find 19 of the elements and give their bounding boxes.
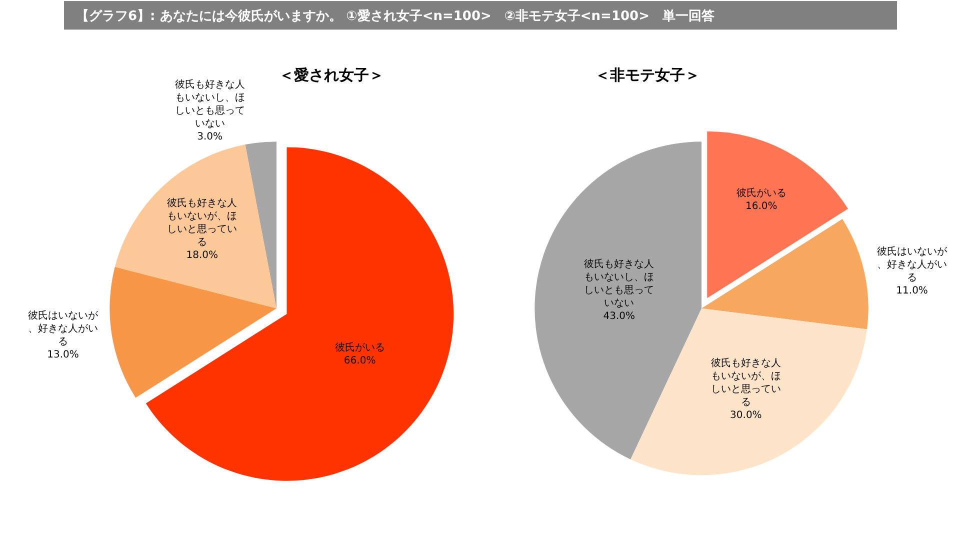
data-label: 43.0% (603, 310, 635, 322)
slice-label: 彼氏はいないが、好きな人がいる (877, 245, 948, 284)
slice-label: 彼氏はいないが、好きな人がいる (28, 310, 99, 348)
text: 【グラフ6】: あなたには今彼氏がいますか。 ①愛され女子<n=100> ②非モテ女子<n=100> 単一回答 (76, 8, 714, 24)
slice-label: 彼氏も好きな人もいないが、ほしいと思っている (710, 357, 781, 408)
slice-label: 彼氏も好きな人もいないし、ほしいとも思っていない (174, 78, 245, 130)
data-label: 13.0% (47, 350, 79, 361)
slice-label: 彼氏も好きな人もいないし、ほしいとも思っていない (584, 258, 654, 309)
data-label: 11.0% (896, 285, 928, 296)
chart-title: ＜愛され女子＞ (279, 66, 384, 84)
slice-label: 彼氏がいる (334, 342, 385, 354)
data-label: 30.0% (730, 410, 762, 422)
slice-label: 彼氏も好きな人もいないが、ほしいと思っている (167, 197, 238, 248)
data-label: 3.0% (197, 132, 223, 143)
slice-label: 彼氏がいる (736, 187, 786, 199)
data-label: 66.0% (344, 356, 376, 367)
data-label: 18.0% (186, 250, 218, 262)
chart-title: ＜非モテ女子＞ (595, 66, 700, 84)
data-label: 16.0% (745, 201, 778, 212)
